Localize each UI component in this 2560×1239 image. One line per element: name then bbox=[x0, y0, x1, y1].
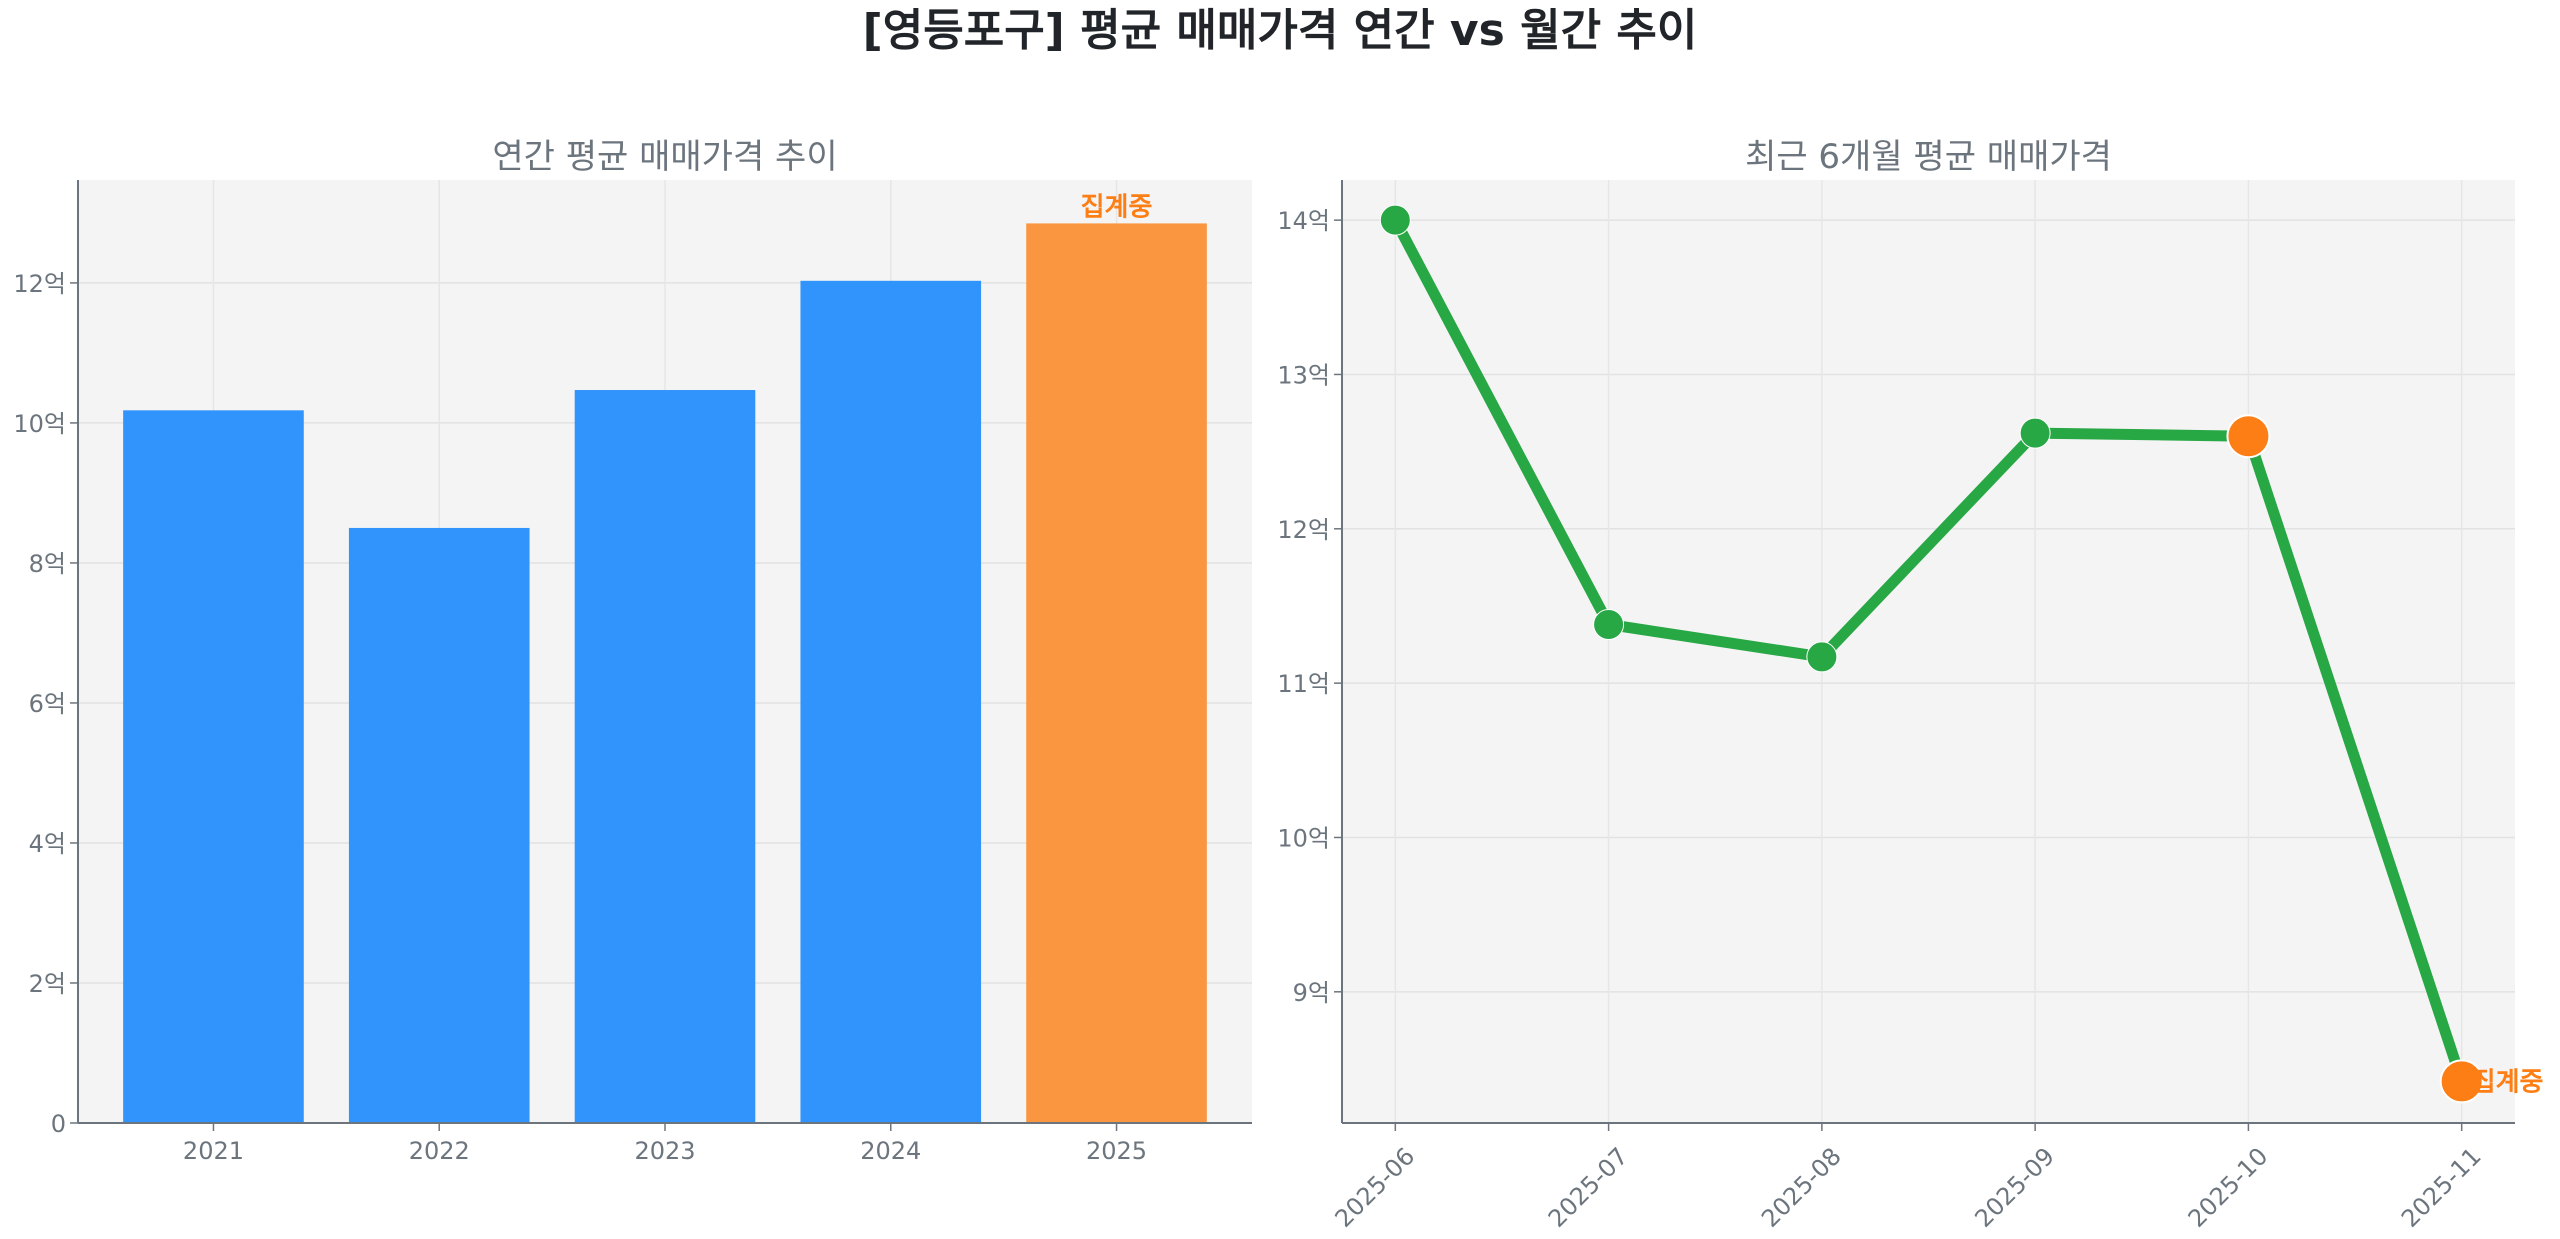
data-point-2025-11 bbox=[2439, 1059, 2484, 1104]
bar-2023 bbox=[574, 390, 756, 1123]
data-point-2025-08 bbox=[1806, 641, 1838, 673]
x-tick-label: 2024 bbox=[860, 1137, 921, 1165]
y-tick-label: 4억 bbox=[29, 830, 66, 858]
plot-area bbox=[1342, 180, 2515, 1123]
y-tick-label: 13억 bbox=[1277, 361, 1330, 389]
x-tick-label: 2025-11 bbox=[2396, 1142, 2487, 1233]
x-tick-label: 2025 bbox=[1086, 1137, 1147, 1165]
y-tick-label: 11억 bbox=[1277, 670, 1330, 698]
annotation-label: 집계중 bbox=[2472, 1067, 2544, 1097]
line-chart-monthly: 9억 10억 11억 12억 13억 14억 최근 6개월 평균 매매가격 2025-06 20… bbox=[1277, 137, 2543, 1233]
bar-chart-annual: 0 2억 4억 6억 8억 10억 12억 연간 평균 매매가격 추이 2021 2022 2023… bbox=[13, 137, 1252, 1165]
y-tick-label: 9억 bbox=[1293, 979, 1330, 1007]
y-tick-label: 10억 bbox=[13, 410, 66, 438]
y-tick-label: 8억 bbox=[29, 550, 66, 578]
data-point-2025-07 bbox=[1593, 608, 1625, 640]
x-tick-label: 2022 bbox=[409, 1137, 470, 1165]
y-tick-label: 0 bbox=[51, 1110, 66, 1138]
x-tick-label: 2025-08 bbox=[1756, 1142, 1847, 1233]
x-tick-label: 2023 bbox=[634, 1137, 695, 1165]
y-tick-label: 12억 bbox=[13, 270, 66, 298]
chart-title: 연간 평균 매매가격 추이 bbox=[492, 137, 837, 177]
bar-2025 bbox=[1026, 223, 1207, 1123]
chart-title: 최근 6개월 평균 매매가격 bbox=[1745, 137, 2112, 177]
y-tick-label: 14억 bbox=[1277, 207, 1330, 235]
figure-title: [영등포구] 평균 매매가격 연간 vs 월간 추이 bbox=[863, 5, 1698, 56]
annotation-label: 집계중 bbox=[1081, 192, 1153, 222]
x-tick-label: 2021 bbox=[183, 1137, 244, 1165]
x-tick-label: 2025-09 bbox=[1969, 1142, 2060, 1233]
x-tick-label: 2025-07 bbox=[1543, 1142, 1634, 1233]
data-point-2025-09 bbox=[2019, 417, 2051, 449]
bar-2021 bbox=[123, 410, 304, 1123]
x-tick-label: 2025-10 bbox=[2183, 1142, 2274, 1233]
y-tick-label: 12억 bbox=[1277, 516, 1330, 544]
series-line bbox=[1390, 217, 2467, 1084]
y-tick-label: 6억 bbox=[29, 690, 66, 718]
x-tick-label: 2025-06 bbox=[1330, 1142, 1421, 1233]
bar-2024 bbox=[800, 280, 982, 1124]
data-point-2025-10 bbox=[2226, 414, 2271, 459]
data-point-2025-06 bbox=[1379, 204, 1411, 236]
y-tick-label: 10억 bbox=[1277, 824, 1330, 852]
bar-2022 bbox=[348, 527, 530, 1123]
y-tick-label: 2억 bbox=[29, 970, 66, 998]
